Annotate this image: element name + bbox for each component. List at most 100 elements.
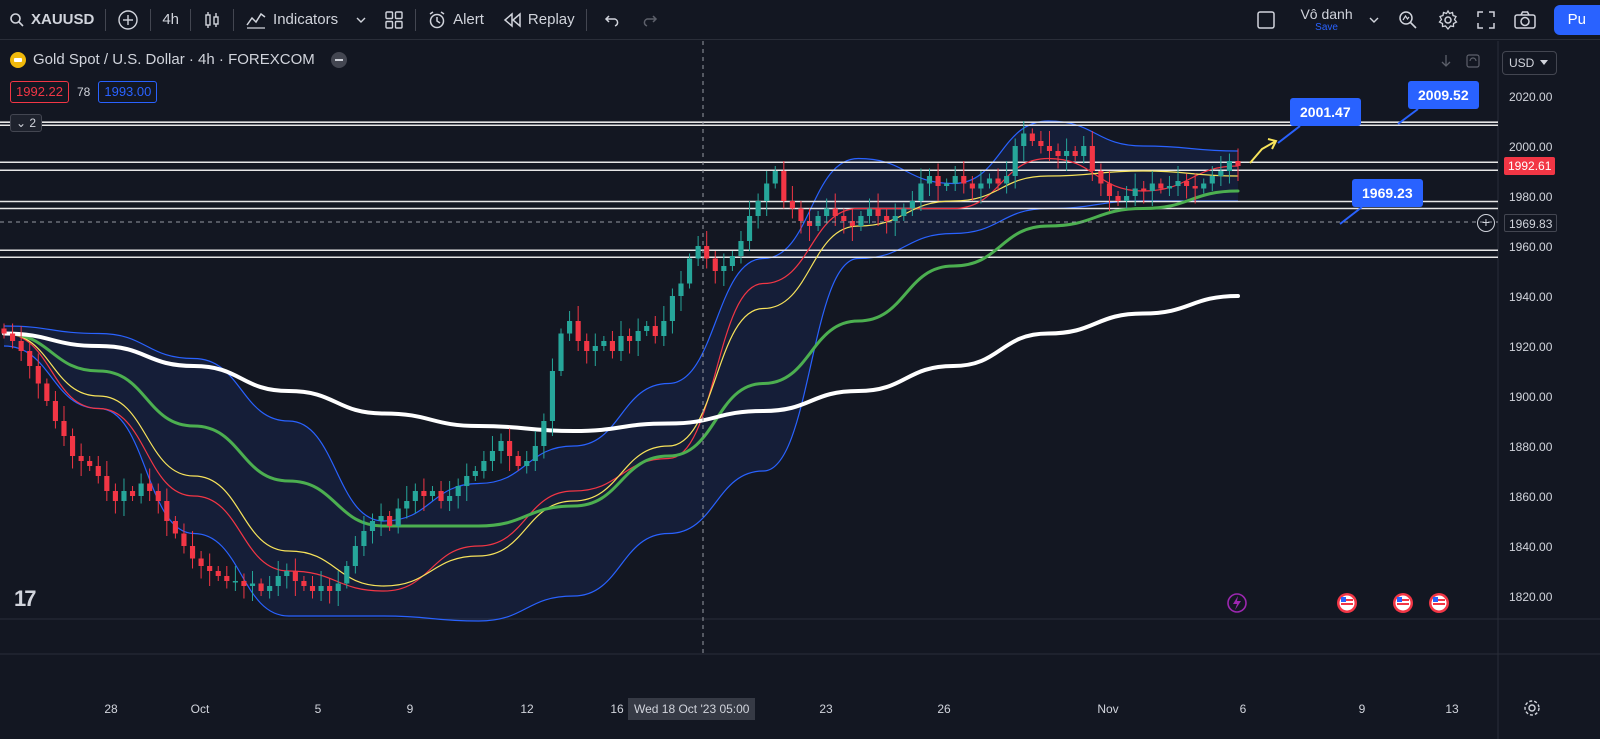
ma-yellow-line (3, 170, 1239, 587)
candle-body (155, 491, 161, 501)
candle (824, 198, 830, 224)
symbol-search-button[interactable]: XAUUSD (0, 0, 103, 40)
quick-search-button[interactable] (1388, 0, 1428, 40)
compare-button[interactable] (108, 0, 148, 40)
price-axis-label: 1900.00 (1509, 390, 1553, 404)
candle-body (129, 491, 136, 496)
price-chart[interactable] (0, 41, 1600, 739)
candle-body (858, 216, 864, 226)
candle (1004, 161, 1010, 194)
candle (275, 561, 281, 596)
undo-button[interactable] (595, 0, 631, 40)
divider (190, 8, 192, 31)
arrow-down-icon[interactable] (1440, 54, 1452, 68)
candle (78, 443, 84, 476)
horizontal-levels[interactable] (0, 121, 1498, 259)
tradingview-logo[interactable]: 17 (14, 586, 37, 611)
chevron-down-icon: ⌄ (16, 116, 30, 130)
search-icon (10, 12, 24, 27)
candle (652, 316, 658, 344)
buy-price-button[interactable]: 1993.00 (98, 81, 158, 103)
redo-button[interactable] (631, 0, 667, 40)
candle-body (1209, 176, 1215, 184)
candle-body (755, 201, 761, 216)
symbol-name: XAUUSD (31, 11, 95, 28)
gear-icon[interactable] (1522, 698, 1542, 718)
candle-body (412, 491, 418, 501)
callout-label[interactable]: 2009.52 (1408, 81, 1479, 109)
fullscreen-button[interactable] (1468, 0, 1504, 40)
crosshair-price-tag: 1969.83 (1504, 214, 1558, 232)
candle (395, 498, 401, 534)
divider (150, 8, 152, 31)
publish-button[interactable]: Pu (1553, 5, 1600, 35)
candle (104, 461, 110, 501)
indicators-button[interactable]: Indicators (236, 0, 347, 40)
sell-price-button[interactable]: 1992.22 (10, 81, 69, 103)
collapse-legend-icon[interactable] (330, 51, 347, 68)
candle-body (215, 571, 221, 576)
candle-body (95, 466, 101, 476)
symbol-legend[interactable]: Gold Spot / U.S. Dollar · 4h · FOREXCOM (10, 51, 347, 68)
save-label[interactable]: Save (1315, 22, 1338, 33)
legend-title: Gold Spot / U.S. Dollar · 4h · FOREXCOM (33, 51, 315, 68)
indicators-dropdown[interactable] (347, 0, 375, 40)
candle (866, 198, 873, 224)
candle-body (498, 441, 504, 451)
candle-body (841, 216, 847, 221)
candle (841, 208, 847, 234)
callout-label[interactable]: 2001.47 (1290, 98, 1361, 126)
us-flag-event-icon[interactable] (1392, 592, 1414, 614)
account-menu[interactable]: Vô danh Save (1285, 0, 1387, 40)
candle (815, 211, 821, 231)
chart-area[interactable]: Gold Spot / U.S. Dollar · 4h · FOREXCOM … (0, 41, 1600, 739)
top-toolbar: XAUUSD 4h Indicators Alert Replay (0, 0, 1600, 40)
candle (121, 478, 127, 516)
candle (609, 331, 616, 359)
candle-body (1, 328, 7, 334)
chart-type-button[interactable] (193, 0, 231, 40)
refresh-icon[interactable] (1466, 54, 1480, 68)
replay-label: Replay (527, 11, 575, 28)
candle-body (27, 351, 33, 366)
currency-select[interactable]: USD (1502, 51, 1557, 75)
candle (541, 413, 547, 459)
candle (1089, 131, 1095, 181)
candle (601, 336, 607, 351)
callout-label[interactable]: 1969.23 (1352, 179, 1423, 207)
price-axis-label: 1880.00 (1509, 440, 1553, 454)
candle-body (815, 216, 821, 226)
candle-body (704, 246, 710, 259)
alert-button[interactable]: Alert (418, 0, 493, 40)
indicators-toggle[interactable]: ⌄ 2 (10, 114, 43, 132)
interval-button[interactable]: 4h (162, 11, 180, 28)
candle-body (584, 341, 590, 351)
candle (1038, 131, 1044, 154)
candle (532, 431, 538, 471)
candle (712, 251, 718, 284)
us-flag-event-icon[interactable] (1336, 592, 1358, 614)
candle (798, 201, 804, 234)
candle-body (87, 461, 93, 466)
candle-body (267, 586, 273, 591)
candle (1192, 173, 1198, 204)
settings-button[interactable] (1428, 0, 1468, 40)
candle-body (832, 208, 838, 216)
trade-price-boxes: 1992.22 78 1993.00 (10, 81, 158, 103)
candle (1, 323, 7, 339)
candle (447, 481, 453, 511)
earnings-lightning-icon[interactable] (1226, 592, 1248, 614)
us-flag-event-icon[interactable] (1428, 592, 1450, 614)
candle (138, 473, 144, 504)
candle (1055, 143, 1061, 169)
candle-body (1184, 181, 1190, 186)
add-alert-plus-button[interactable]: + (1477, 214, 1495, 232)
snapshot-button[interactable] (1504, 0, 1546, 40)
replay-button[interactable]: Replay (493, 0, 584, 40)
time-axis-label: 9 (1358, 702, 1366, 716)
multi-layout-button[interactable] (1247, 0, 1285, 40)
candle (952, 166, 958, 191)
layout-button[interactable] (375, 0, 413, 40)
candle-body (455, 486, 461, 496)
last-price-tag: 1992.61 (1504, 157, 1556, 175)
